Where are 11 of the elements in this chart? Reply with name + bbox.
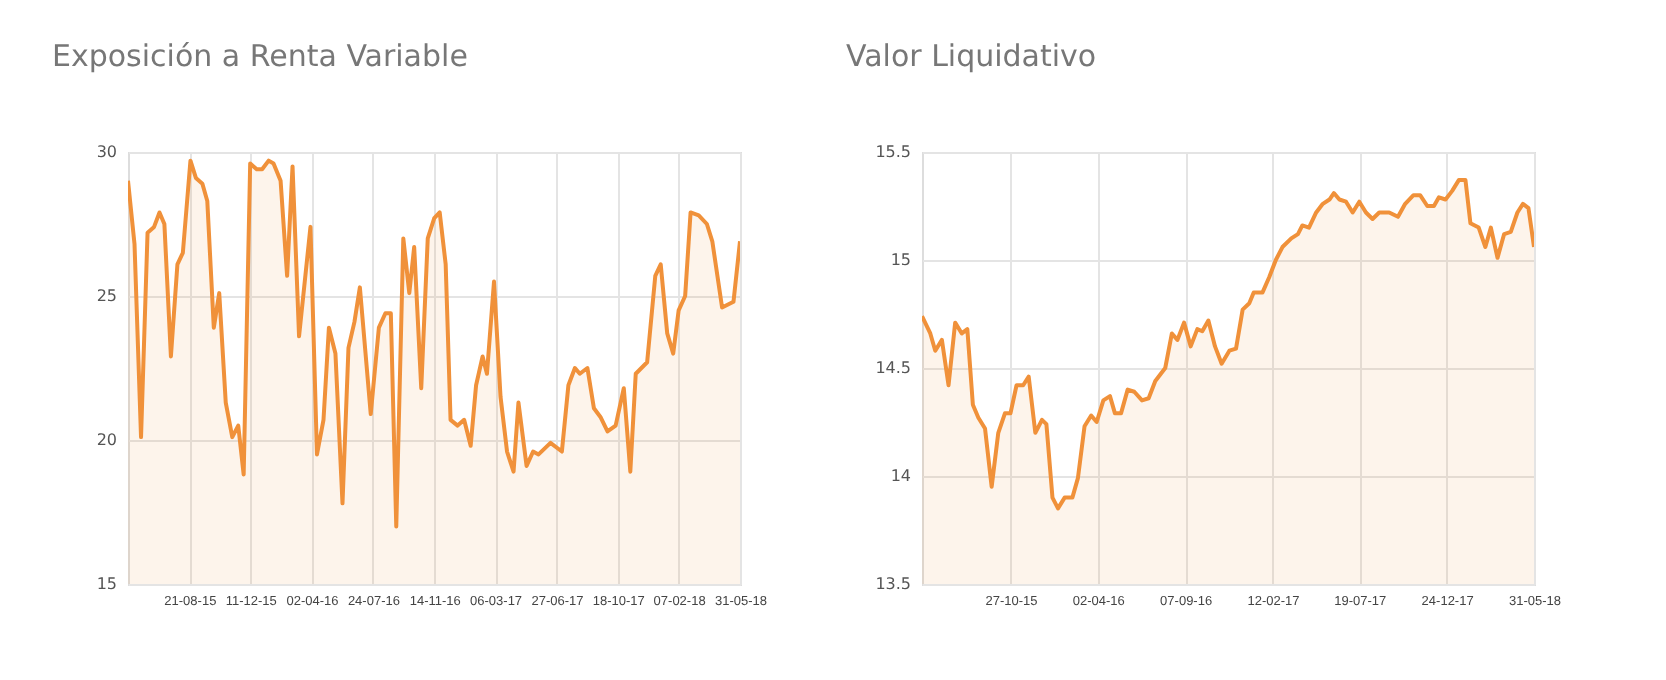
chart-title: Valor Liquidativo bbox=[846, 38, 1097, 74]
y-tick-label: 13.5 bbox=[875, 575, 911, 593]
y-tick-label: 15.5 bbox=[875, 143, 911, 161]
y-tick-label: 15 bbox=[96, 575, 117, 593]
y-tick-label: 25 bbox=[96, 287, 117, 305]
y-tick-label: 20 bbox=[96, 431, 117, 449]
y-tick-label: 15 bbox=[890, 251, 911, 269]
y-tick-label: 14.5 bbox=[875, 359, 911, 377]
chart-title: Exposición a Renta Variable bbox=[52, 38, 468, 74]
y-tick-label: 30 bbox=[96, 143, 117, 161]
y-tick-label: 14 bbox=[890, 467, 911, 485]
